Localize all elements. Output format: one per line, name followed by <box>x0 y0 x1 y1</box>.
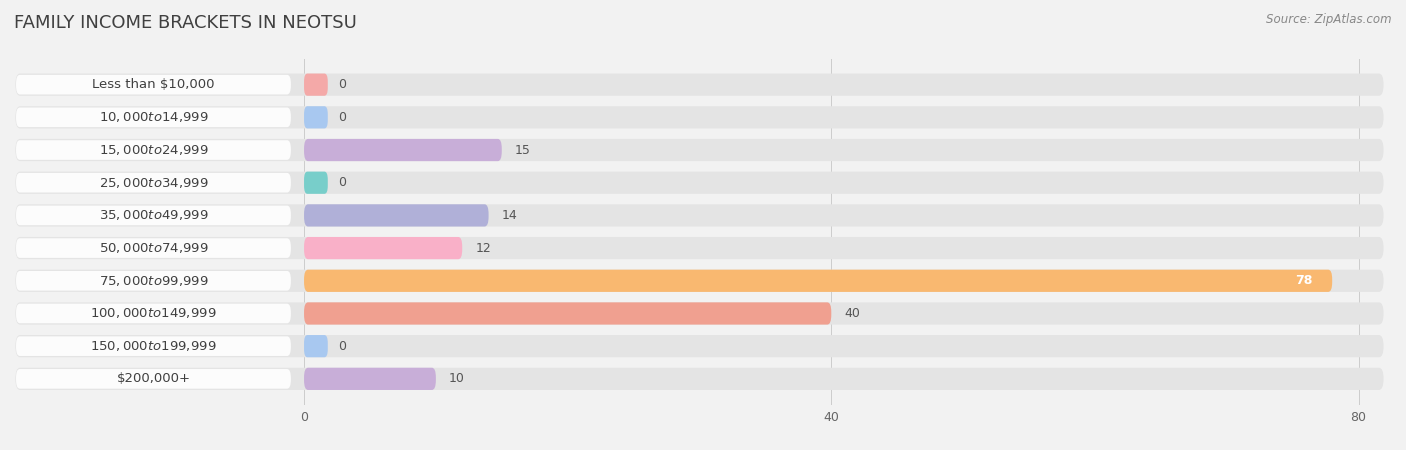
Text: 40: 40 <box>845 307 860 320</box>
FancyBboxPatch shape <box>15 140 291 160</box>
Text: $100,000 to $149,999: $100,000 to $149,999 <box>90 306 217 320</box>
Text: Less than $10,000: Less than $10,000 <box>93 78 215 91</box>
Text: 10: 10 <box>449 372 465 385</box>
FancyBboxPatch shape <box>304 270 1333 292</box>
FancyBboxPatch shape <box>15 369 291 389</box>
FancyBboxPatch shape <box>15 302 1384 324</box>
Text: $200,000+: $200,000+ <box>117 372 190 385</box>
Text: $10,000 to $14,999: $10,000 to $14,999 <box>98 110 208 124</box>
FancyBboxPatch shape <box>15 238 291 258</box>
FancyBboxPatch shape <box>15 335 1384 357</box>
Text: 14: 14 <box>502 209 517 222</box>
Text: 0: 0 <box>339 78 346 91</box>
FancyBboxPatch shape <box>304 335 328 357</box>
Text: $35,000 to $49,999: $35,000 to $49,999 <box>98 208 208 222</box>
Text: 0: 0 <box>339 111 346 124</box>
FancyBboxPatch shape <box>304 302 831 324</box>
FancyBboxPatch shape <box>15 75 291 94</box>
Text: $50,000 to $74,999: $50,000 to $74,999 <box>98 241 208 255</box>
FancyBboxPatch shape <box>304 204 489 226</box>
FancyBboxPatch shape <box>15 304 291 323</box>
FancyBboxPatch shape <box>15 73 1384 96</box>
FancyBboxPatch shape <box>15 108 291 127</box>
Text: $150,000 to $199,999: $150,000 to $199,999 <box>90 339 217 353</box>
Text: 0: 0 <box>339 340 346 353</box>
FancyBboxPatch shape <box>15 139 1384 161</box>
FancyBboxPatch shape <box>15 270 1384 292</box>
FancyBboxPatch shape <box>15 368 1384 390</box>
FancyBboxPatch shape <box>15 237 1384 259</box>
FancyBboxPatch shape <box>15 171 1384 194</box>
FancyBboxPatch shape <box>15 173 291 193</box>
Text: 78: 78 <box>1295 274 1312 287</box>
FancyBboxPatch shape <box>304 368 436 390</box>
Text: 12: 12 <box>475 242 491 255</box>
Text: $75,000 to $99,999: $75,000 to $99,999 <box>98 274 208 288</box>
Text: $25,000 to $34,999: $25,000 to $34,999 <box>98 176 208 190</box>
FancyBboxPatch shape <box>15 271 291 291</box>
FancyBboxPatch shape <box>15 336 291 356</box>
Text: Source: ZipAtlas.com: Source: ZipAtlas.com <box>1267 14 1392 27</box>
Text: 15: 15 <box>515 144 531 157</box>
FancyBboxPatch shape <box>304 171 328 194</box>
Text: FAMILY INCOME BRACKETS IN NEOTSU: FAMILY INCOME BRACKETS IN NEOTSU <box>14 14 357 32</box>
Text: 0: 0 <box>339 176 346 189</box>
FancyBboxPatch shape <box>304 237 463 259</box>
FancyBboxPatch shape <box>304 73 328 96</box>
FancyBboxPatch shape <box>15 206 291 225</box>
FancyBboxPatch shape <box>304 106 328 128</box>
FancyBboxPatch shape <box>15 106 1384 128</box>
FancyBboxPatch shape <box>15 204 1384 226</box>
Text: $15,000 to $24,999: $15,000 to $24,999 <box>98 143 208 157</box>
FancyBboxPatch shape <box>304 139 502 161</box>
